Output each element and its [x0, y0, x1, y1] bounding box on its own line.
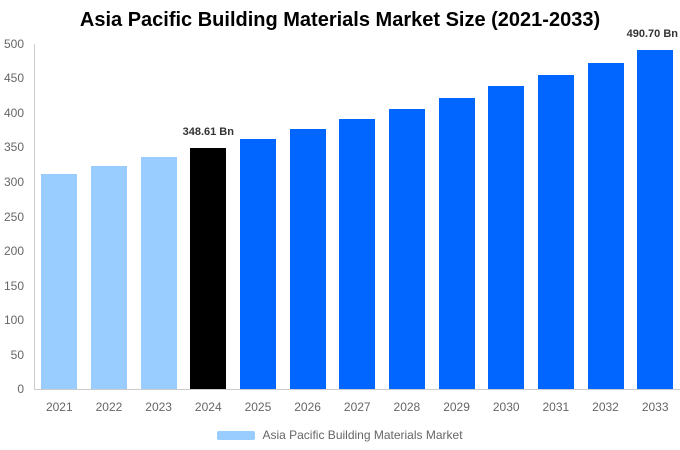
chart-title: Asia Pacific Building Materials Market S…	[79, 8, 601, 31]
y-axis-tick-label: 300	[3, 175, 24, 189]
x-axis-tick-label: 2021	[45, 399, 73, 414]
y-axis-tick-label: 450	[3, 71, 24, 86]
x-axis-tick-label: 2032	[592, 399, 619, 414]
y-axis-tick-label: 0	[17, 382, 24, 397]
y-axis-line	[34, 43, 35, 390]
bar-2023[interactable]	[140, 157, 177, 389]
bar-2026[interactable]	[289, 129, 326, 389]
y-axis-tick-label: 100	[3, 313, 24, 328]
x-axis-tick-label: 2022	[95, 399, 123, 414]
bar-2028[interactable]	[388, 108, 425, 389]
y-axis-tick-label: 400	[3, 105, 24, 120]
x-axis-tick-label: 2025	[244, 399, 272, 414]
legend: Asia Pacific Building Materials Market	[0, 428, 680, 443]
legend-item[interactable]: Asia Pacific Building Materials Market	[217, 428, 463, 443]
x-axis-tick-label: 2029	[443, 399, 470, 414]
bar-2031[interactable]	[537, 74, 574, 389]
x-axis-tick-label: 2024	[194, 399, 222, 414]
bar-2025[interactable]	[239, 138, 276, 389]
y-axis-tick-label: 150	[3, 278, 24, 293]
bar-value-label: 348.61 Bn	[182, 126, 234, 139]
y-axis-tick-label: 350	[3, 140, 24, 155]
y-axis-tick-label: 200	[3, 244, 24, 259]
bar-2033[interactable]	[637, 49, 674, 389]
x-axis-tick-label: 2030	[492, 399, 520, 414]
x-axis-tick-label: 2027	[343, 399, 371, 414]
x-axis-line	[34, 389, 680, 390]
x-axis-tick-label: 2026	[294, 399, 321, 414]
y-axis-tick-label: 500	[3, 36, 24, 51]
bar-2029[interactable]	[438, 97, 475, 389]
bar-value-label: 490.70 Bn	[626, 27, 678, 40]
bar-2021[interactable]	[41, 174, 78, 389]
x-axis-tick-label: 2023	[145, 399, 172, 414]
x-axis-tick-label: 2031	[542, 399, 570, 414]
bar-2022[interactable]	[90, 165, 127, 389]
y-axis-tick-label: 250	[3, 209, 24, 224]
bar-2027[interactable]	[339, 119, 376, 389]
bar-2030[interactable]	[488, 86, 525, 389]
legend-swatch-icon	[217, 430, 256, 441]
x-axis-tick-label: 2033	[641, 399, 669, 414]
bar-2032[interactable]	[587, 62, 624, 389]
bar-2024[interactable]	[190, 148, 227, 389]
x-axis-tick-label: 2028	[393, 399, 421, 414]
y-axis-tick-label: 50	[10, 347, 24, 362]
legend-label: Asia Pacific Building Materials Market	[262, 428, 463, 442]
